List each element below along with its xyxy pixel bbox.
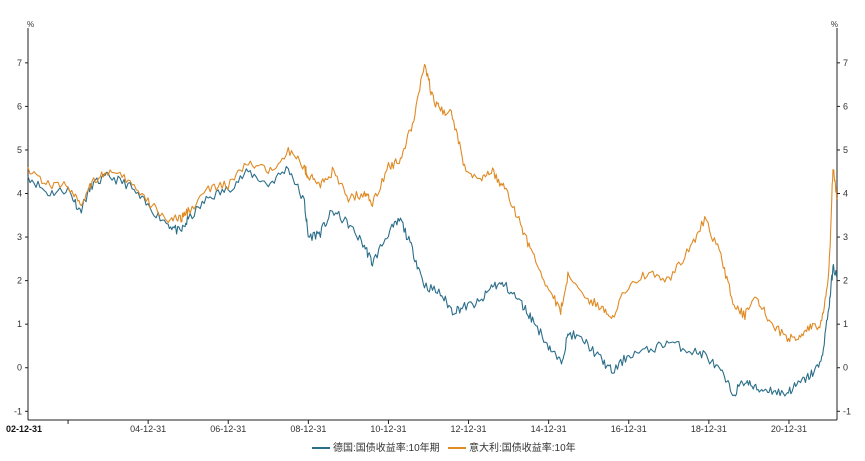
x-ticks: 02-12-31 04-12-31 06-12-31 08-12-31 10-12-31… — [6, 420, 807, 434]
left-y-tick-label: 1 — [17, 319, 22, 329]
right-y-unit-label: % — [831, 20, 838, 29]
right-y-tick-label: 0 — [843, 363, 848, 373]
x-tick-label: 18-12-31 — [691, 424, 727, 434]
left-y-ticks: -1 0 1 2 3 4 5 6 7 — [14, 58, 28, 416]
x-tick-label: 20-12-31 — [771, 424, 807, 434]
series-line-0 — [27, 165, 838, 397]
series-layer — [27, 63, 838, 397]
right-y-tick-label: -1 — [843, 406, 851, 416]
x-tick-label: 04-12-31 — [130, 424, 166, 434]
x-tick-label: 02-12-31 — [6, 424, 42, 434]
x-tick-label: 14-12-31 — [531, 424, 567, 434]
right-y-tick-label: 5 — [843, 145, 848, 155]
left-y-tick-label: -1 — [14, 406, 22, 416]
left-y-tick-label: 4 — [17, 189, 22, 199]
x-tick-label: 08-12-31 — [290, 424, 326, 434]
right-y-tick-label: 7 — [843, 58, 848, 68]
left-y-tick-label: 0 — [17, 363, 22, 373]
left-y-tick-label: 6 — [17, 101, 22, 111]
x-tick-label: 10-12-31 — [370, 424, 406, 434]
left-y-tick-label: 5 — [17, 145, 22, 155]
right-y-tick-label: 3 — [843, 232, 848, 242]
right-y-tick-label: 4 — [843, 189, 848, 199]
left-y-tick-label: 7 — [17, 58, 22, 68]
right-y-tick-label: 6 — [843, 101, 848, 111]
x-tick-label: 12-12-31 — [451, 424, 487, 434]
right-y-ticks: -1 0 1 2 3 4 5 6 7 — [837, 58, 851, 416]
x-tick-label: 16-12-31 — [611, 424, 647, 434]
right-y-tick-label: 1 — [843, 319, 848, 329]
series-line-1 — [27, 63, 838, 343]
left-y-tick-label: 2 — [17, 276, 22, 286]
left-y-tick-label: 3 — [17, 232, 22, 242]
right-y-tick-label: 2 — [843, 276, 848, 286]
legend-label-italy: 意大利:国债收益率:10年 — [469, 441, 576, 454]
legend-label-germany: 德国:国债收益率:10年期 — [333, 441, 440, 454]
legend: 德国:国债收益率:10年期 意大利:国债收益率:10年 — [312, 441, 576, 454]
x-tick-label: 06-12-31 — [210, 424, 246, 434]
left-y-unit-label: % — [27, 20, 34, 29]
